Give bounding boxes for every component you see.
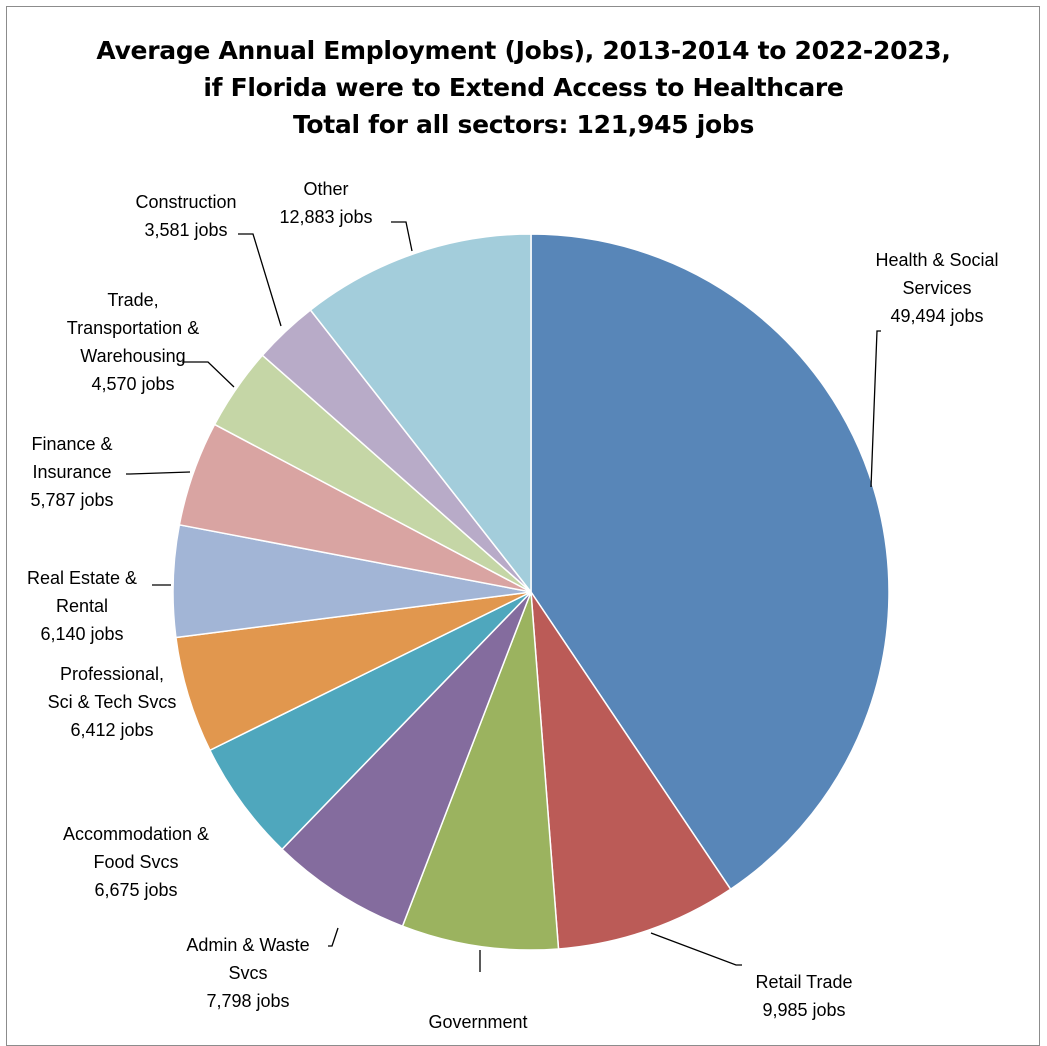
leader-line-retail-trade	[650, 932, 742, 966]
leader-line-construction	[238, 233, 282, 327]
data-label-line: Services	[902, 278, 971, 298]
data-label-trade-transportation-and-warehousing: Trade, Transportation & Warehousing 4,570 j…	[67, 290, 199, 394]
pie-slice-admin-and-waste-svcs	[280, 591, 532, 928]
data-label-professional-sci-and-tech-svcs: Professional, Sci & Tech Svcs 6,412 jobs	[48, 664, 177, 740]
leader-lines	[126, 221, 881, 972]
data-label-other: Other 12,883 jobs	[279, 179, 372, 227]
data-label-line: 7,798 jobs	[206, 991, 289, 1011]
chart-title: Average Annual Employment (Jobs), 2013-2…	[0, 32, 1047, 143]
data-label-finance-and-insurance: Finance & Insurance 5,787 jobs	[30, 434, 113, 510]
data-label-construction: Construction 3,581 jobs	[135, 192, 236, 240]
data-label-line: Trade,	[107, 290, 158, 310]
data-label-line: Svcs	[228, 963, 267, 983]
data-label-real-estate-and-rental: Real Estate & Rental 6,140 jobs	[27, 568, 137, 644]
leader-line-health-and-social-services	[870, 330, 881, 488]
data-label-line: 6,140 jobs	[40, 624, 123, 644]
data-label-line: Warehousing	[80, 346, 185, 366]
data-label-line: 6,412 jobs	[70, 720, 153, 740]
data-label-accommodation-and-food-svcs: Accommodation & Food Svcs 6,675 jobs	[63, 824, 209, 900]
leader-line-trade-transportation-and-warehousing	[182, 361, 235, 388]
data-label-line: 9,985 jobs	[762, 1000, 845, 1020]
data-label-line: Construction	[135, 192, 236, 212]
data-label-line: 6,675 jobs	[94, 880, 177, 900]
data-label-admin-and-waste-svcs: Admin & Waste Svcs 7,798 jobs	[186, 935, 309, 1011]
data-label-line: Retail Trade	[755, 972, 852, 992]
data-label-line: Food Svcs	[93, 852, 178, 872]
pie-slice-retail-trade	[530, 589, 732, 950]
data-label-line: Rental	[56, 596, 108, 616]
leader-line-finance-and-insurance	[126, 471, 191, 475]
data-label-line: Government	[428, 1012, 527, 1032]
data-label-line: Finance &	[31, 434, 112, 454]
data-label-line: Insurance	[32, 462, 111, 482]
data-label-line: Other	[303, 179, 348, 199]
data-label-line: 3,581 jobs	[144, 220, 227, 240]
data-label-line: 49,494 jobs	[890, 306, 983, 326]
chart-title-line-1: Average Annual Employment (Jobs), 2013-2…	[96, 36, 951, 65]
data-label-line: Real Estate &	[27, 568, 137, 588]
chart-title-line-2: if Florida were to Extend Access to Heal…	[203, 73, 844, 102]
pie-slice-government	[401, 591, 560, 951]
data-labels: Health & Social Services 49,494 jobs Retail…	[27, 179, 999, 1038]
data-label-health-and-social-services: Health & Social Services 49,494 jobs	[875, 250, 998, 326]
leader-line-other	[391, 221, 413, 252]
data-label-government: Government8,619 jobs	[428, 1012, 527, 1038]
data-label-retail-trade: Retail Trade 9,985 jobs	[755, 972, 852, 1020]
data-label-line: Transportation &	[67, 318, 199, 338]
data-label-line: 5,787 jobs	[30, 490, 113, 510]
pie-slice-health-and-social-services	[530, 233, 890, 891]
pie-slice-other	[309, 233, 532, 595]
data-label-line: Accommodation &	[63, 824, 209, 844]
data-label-line: Health & Social	[875, 250, 998, 270]
data-label-line: Professional,	[60, 664, 164, 684]
leader-line-admin-and-waste-svcs	[328, 927, 339, 947]
data-label-line: 4,570 jobs	[91, 374, 174, 394]
data-label-line: 12,883 jobs	[279, 207, 372, 227]
chart-subtitle-total: Total for all sectors: 121,945 jobs	[292, 110, 755, 139]
pie-slices	[172, 233, 890, 951]
data-label-line: Sci & Tech Svcs	[48, 692, 177, 712]
data-label-line: Admin & Waste	[186, 935, 309, 955]
